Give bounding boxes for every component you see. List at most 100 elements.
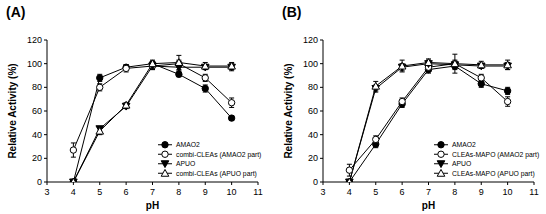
error-bar: [505, 97, 510, 106]
legend-marker: [438, 142, 444, 148]
marker: [202, 85, 208, 91]
marker: [202, 75, 208, 81]
marker: [504, 61, 512, 68]
marker: [149, 60, 155, 66]
y-tick-label: 100: [27, 59, 42, 69]
legend-label: CLEAs-MAPO (AMAO2 part): [452, 151, 539, 159]
x-tick: [205, 182, 206, 185]
marker: [70, 147, 76, 153]
marker: [123, 65, 129, 71]
legend-label: combi-CLEAs (AMAO2 part): [176, 151, 261, 159]
y-tick: [44, 134, 47, 135]
y-axis-title: Relative Activity (%): [283, 63, 294, 158]
marker: [97, 75, 103, 81]
x-tick-label: 7: [150, 187, 155, 197]
y-tick-label: 60: [308, 106, 318, 116]
figure: (A)02040608010012034567891011pHRelative …: [0, 0, 546, 214]
legend-label: APUO: [452, 160, 471, 167]
legend-marker: [437, 161, 445, 168]
y-tick: [320, 40, 323, 41]
x-tick-label: 11: [253, 187, 262, 197]
x-axis-title: pH: [146, 200, 159, 211]
error-bar: [176, 72, 181, 77]
y-axis-title: Relative Activity (%): [7, 63, 18, 158]
x-tick-label: 11: [529, 187, 538, 197]
y-tick-label: 100: [303, 59, 318, 69]
y-tick-label: 40: [308, 130, 318, 140]
series-line: [349, 64, 507, 182]
y-tick-label: 40: [32, 130, 42, 140]
marker: [372, 82, 380, 89]
error-bar: [203, 85, 208, 92]
x-tick-label: 5: [97, 187, 102, 197]
x-tick-label: 9: [479, 187, 484, 197]
legend-marker: [161, 161, 169, 168]
x-tick: [402, 182, 403, 185]
y-tick-label: 80: [32, 82, 42, 92]
x-tick-label: 9: [203, 187, 208, 197]
marker: [70, 179, 76, 182]
y-tick: [320, 158, 323, 159]
x-tick-label: 4: [71, 187, 76, 197]
x-tick: [152, 182, 153, 185]
plot-area: [346, 54, 512, 182]
legend: AMAO2CLEAs-MAPO (AMAO2 part)APUOCLEAs-MA…: [434, 141, 539, 178]
y-tick: [44, 111, 47, 112]
x-tick: [99, 182, 100, 185]
marker: [504, 98, 510, 104]
legend-marker: [438, 151, 444, 157]
error-bar: [97, 74, 102, 81]
legend-marker: [161, 169, 169, 176]
marker: [201, 62, 209, 69]
series-line: [73, 66, 231, 182]
x-tick: [126, 182, 127, 185]
y-tick: [320, 87, 323, 88]
marker: [228, 115, 234, 121]
y-tick: [320, 111, 323, 112]
error-bar: [124, 65, 129, 72]
x-tick: [481, 182, 482, 185]
series-line: [349, 62, 507, 182]
x-tick-label: 4: [347, 187, 352, 197]
error-cap: [505, 106, 510, 107]
error-bar: [229, 116, 234, 121]
marker: [175, 59, 183, 66]
error-cap: [71, 142, 76, 143]
error-bar: [71, 143, 76, 157]
y-tick-label: 120: [303, 35, 318, 45]
marker: [346, 167, 352, 173]
error-bar: [373, 136, 378, 143]
x-tick-label: 5: [373, 187, 378, 197]
legend-label: AMAO2: [176, 141, 200, 148]
marker: [373, 136, 379, 142]
marker: [451, 60, 459, 67]
panel-label: (A): [6, 4, 25, 20]
legend-label: CLEAs-MAPO (APUO part): [452, 170, 535, 178]
error-bar: [505, 87, 510, 94]
marker: [149, 60, 157, 67]
y-tick: [44, 158, 47, 159]
legend: AMAO2combi-CLEAs (AMAO2 part)APUOcombi-C…: [158, 141, 261, 178]
error-cap: [452, 54, 457, 55]
marker: [70, 179, 78, 182]
series-line: [73, 64, 231, 182]
marker: [504, 88, 510, 94]
x-tick: [507, 182, 508, 185]
x-tick-label: 7: [426, 187, 431, 197]
error-bar: [229, 98, 234, 107]
error-cap: [400, 60, 405, 61]
x-tick: [428, 182, 429, 185]
marker: [70, 178, 78, 182]
marker: [228, 100, 234, 106]
y-tick: [44, 63, 47, 64]
legend-label: APUO: [176, 160, 195, 167]
x-tick: [47, 182, 48, 185]
marker: [346, 179, 352, 182]
marker: [176, 71, 182, 77]
y-tick-label: 0: [37, 177, 42, 187]
error-bar: [400, 98, 405, 105]
marker: [346, 178, 354, 182]
x-tick: [323, 182, 324, 185]
error-bar: [97, 84, 102, 91]
y-tick-label: 0: [313, 177, 318, 187]
